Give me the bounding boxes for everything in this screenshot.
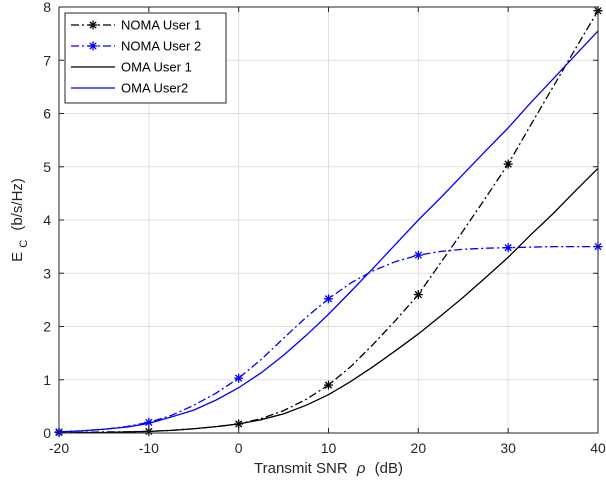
legend-marker-sample xyxy=(88,41,98,51)
asterisk-stroke xyxy=(504,244,512,252)
y-tick-label: 0 xyxy=(43,425,51,441)
data-point xyxy=(144,417,154,427)
data-point xyxy=(503,243,513,253)
asterisk-stroke xyxy=(414,251,422,259)
asterisk-stroke xyxy=(145,418,153,426)
y-axis-label: E C (b/s/Hz) xyxy=(9,178,31,262)
asterisk-stroke xyxy=(324,295,333,303)
legend-label: NOMA User 1 xyxy=(121,18,201,33)
x-tick-label: -20 xyxy=(49,440,69,456)
legend: NOMA User 1 NOMA User 2 OMA User 1 OMA User… xyxy=(64,12,227,104)
asterisk-stroke xyxy=(89,21,97,29)
x-axis-label: Transmit SNR ρ (dB) xyxy=(254,460,403,477)
data-point xyxy=(324,294,333,304)
legend-label: NOMA User 2 xyxy=(121,39,201,54)
series-line xyxy=(58,30,599,433)
x-axis-label-unit: (dB) xyxy=(375,460,403,477)
x-tick-label: 30 xyxy=(500,440,516,456)
asterisk-stroke xyxy=(414,290,422,299)
x-tick-label: -10 xyxy=(139,440,159,456)
legend-entry: OMA User 1 xyxy=(71,60,192,75)
y-tick-label: 7 xyxy=(43,52,51,68)
data-point xyxy=(234,373,244,383)
y-tick-label: 1 xyxy=(43,372,51,388)
y-tick-label: 3 xyxy=(43,265,51,281)
series-layer xyxy=(54,6,603,437)
axis-ticks: -20 -10 0 10 20 30 40 0 1 2 3 4 5 6 7 8 xyxy=(43,0,606,456)
y-tick-label: 2 xyxy=(43,319,51,335)
x-tick-label: 0 xyxy=(235,440,243,456)
data-point xyxy=(413,290,423,300)
data-point xyxy=(503,159,513,169)
y-axis-label-main: E xyxy=(9,252,26,262)
asterisk-stroke xyxy=(89,42,97,50)
y-tick-label: 8 xyxy=(43,0,51,15)
y-axis-label-unit: (b/s/Hz) xyxy=(9,178,26,231)
y-tick-label: 6 xyxy=(43,106,51,122)
x-axis-label-text: Transmit SNR xyxy=(254,460,348,477)
y-tick-label: 4 xyxy=(43,212,51,228)
x-tick-label: 40 xyxy=(590,440,606,456)
asterisk-stroke xyxy=(504,160,512,168)
asterisk-stroke xyxy=(324,381,333,389)
asterisk-stroke xyxy=(235,374,243,382)
series-oma-user2 xyxy=(58,30,599,433)
data-point xyxy=(324,380,333,390)
x-tick-label: 10 xyxy=(321,440,337,456)
y-axis-label-sub: C xyxy=(18,240,30,248)
legend-entry: NOMA User 2 xyxy=(71,39,201,54)
legend-marker-sample xyxy=(88,20,98,30)
data-point xyxy=(413,250,423,260)
legend-entry: OMA User2 xyxy=(71,81,188,96)
x-axis-label-symbol: ρ xyxy=(356,460,366,477)
legend-label: OMA User 1 xyxy=(121,60,192,75)
series-noma-user-2 xyxy=(54,242,603,437)
legend-entry: NOMA User 1 xyxy=(71,18,201,33)
x-tick-label: 20 xyxy=(411,440,427,456)
y-tick-label: 5 xyxy=(43,159,51,175)
legend-label: OMA User2 xyxy=(121,81,188,96)
